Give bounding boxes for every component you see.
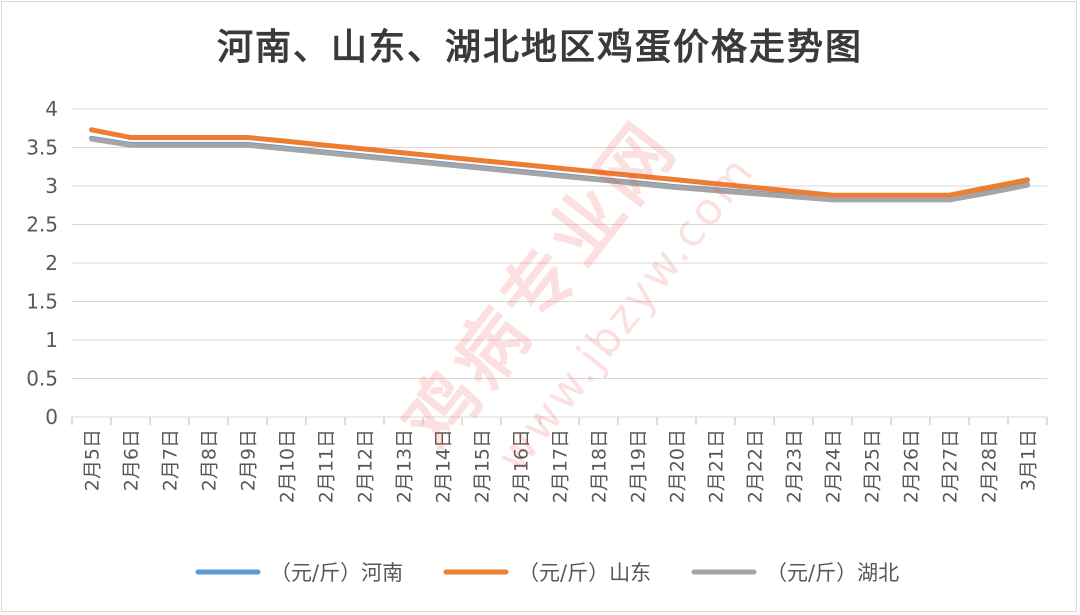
legend: （元/斤）河南 （元/斤）山东 （元/斤）湖北 (195, 561, 899, 585)
y-tick-label: 1.5 (26, 290, 58, 314)
x-tick-label: 2月19日 (628, 429, 650, 503)
y-tick-label: 2.5 (26, 213, 58, 237)
x-tick-label: 2月13日 (394, 429, 416, 503)
series-lines (89, 127, 1030, 203)
y-tick-label: 2 (45, 251, 58, 275)
x-tick-label: 3月1日 (1018, 429, 1040, 491)
x-tick-label: 2月8日 (199, 429, 221, 491)
x-tick-label: 2月11日 (316, 429, 338, 503)
x-tick-label: 2月27日 (940, 429, 962, 503)
x-tick-label: 2月16日 (511, 429, 533, 503)
x-tick-label: 2月10日 (277, 429, 299, 503)
y-tick-label: 4 (45, 97, 58, 121)
x-tick-label: 2月22日 (745, 429, 767, 503)
chart-title: 河南、山东、湖北地区鸡蛋价格走势图 (216, 27, 863, 68)
x-tick-label: 2月25日 (862, 429, 884, 503)
grid-lines (72, 108, 1047, 418)
x-tick-label: 2月14日 (433, 429, 455, 503)
x-axis: 2月5日 2月6日 2月7日 2月8日 2月9日 2月10日 2月11日 2月12日 2月13日… (71, 417, 1048, 503)
x-tick-label: 2月6日 (121, 429, 143, 491)
x-tick-label: 2月24日 (823, 429, 845, 503)
x-tick-label: 2月12日 (355, 429, 377, 503)
y-tick-label: 0 (45, 405, 58, 429)
x-tick-label: 2月9日 (238, 429, 260, 491)
x-tick-label: 2月21日 (706, 429, 728, 503)
legend-label: （元/斤）山东 (518, 561, 651, 585)
x-tick-label: 2月23日 (784, 429, 806, 503)
x-tick-label: 2月17日 (550, 429, 572, 503)
x-tick-label: 2月28日 (979, 429, 1001, 503)
series-line-1 (89, 127, 1030, 198)
y-tick-label: 3 (45, 174, 58, 198)
y-tick-label: 1 (45, 328, 58, 352)
y-tick-label: 3.5 (26, 136, 58, 160)
x-tick-label: 2月7日 (160, 429, 182, 491)
y-axis: 0 0.5 1 1.5 2 2.5 3 3.5 4 (26, 97, 58, 429)
x-tick-label: 2月20日 (667, 429, 689, 503)
legend-label: （元/斤）河南 (270, 561, 403, 585)
x-tick-label: 2月18日 (589, 429, 611, 503)
legend-label: （元/斤）湖北 (766, 561, 899, 585)
x-tick-label: 2月26日 (901, 429, 923, 503)
x-tick-label: 2月5日 (82, 429, 104, 491)
y-tick-label: 0.5 (26, 367, 58, 391)
x-tick-label: 2月15日 (472, 429, 494, 503)
